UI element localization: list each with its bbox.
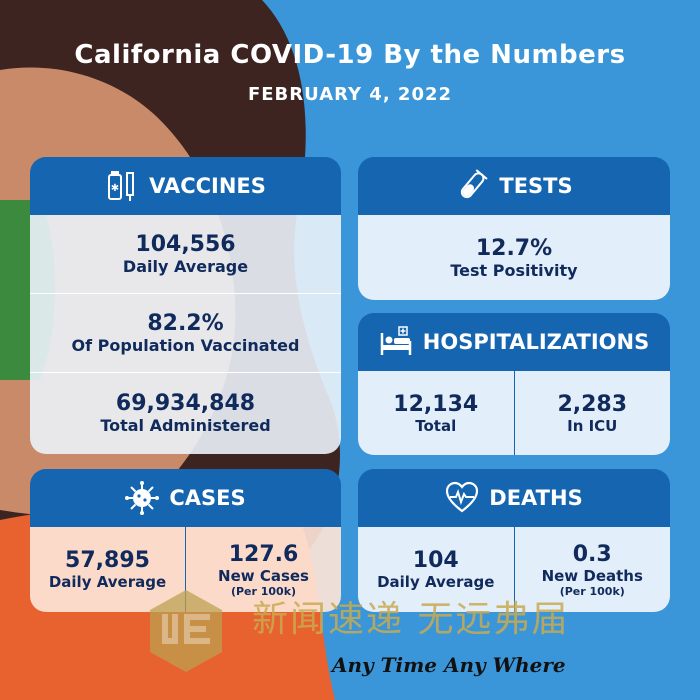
vaccines-daily-value: 104,556 xyxy=(135,232,236,257)
hospitalizations-icu-value: 2,283 xyxy=(557,391,628,417)
vaccines-total-label: Total Administered xyxy=(100,415,271,435)
deaths-new-note: (Per 100k) xyxy=(559,584,625,598)
tests-header: TESTS xyxy=(358,157,670,215)
vaccines-row-percent: 82.2% Of Population Vaccinated xyxy=(30,294,341,373)
vaccines-body: 104,556 Daily Average 82.2% Of Populatio… xyxy=(30,215,341,454)
vaccines-header: ✱ VACCINES xyxy=(30,157,341,215)
deaths-header: DEATHS xyxy=(358,469,670,527)
vaccines-daily-label: Daily Average xyxy=(122,257,249,276)
tests-positivity-label: Test Positivity xyxy=(450,260,578,280)
tests-card: TESTS 12.7% Test Positivity xyxy=(358,157,670,300)
page-title: California COVID-19 By the Numbers xyxy=(74,40,626,70)
vaccines-percent-label: Of Population Vaccinated xyxy=(71,336,300,355)
cases-new-value: 127.6 xyxy=(228,541,299,567)
watermark-logo xyxy=(150,590,222,672)
deaths-daily-value: 104 xyxy=(412,548,459,573)
cases-new: 127.6 New Cases (Per 100k) xyxy=(185,527,341,612)
hospitalizations-header: HOSPITALIZATIONS xyxy=(358,313,670,371)
vaccines-heading: VACCINES xyxy=(149,174,266,198)
vaccine-vial-syringe-icon: ✱ xyxy=(108,171,135,201)
cases-heading: CASES xyxy=(169,486,246,510)
hospitalizations-total: 12,134 Total xyxy=(358,371,514,455)
svg-text:✱: ✱ xyxy=(111,183,119,194)
hospitalizations-total-value: 12,134 xyxy=(393,391,479,417)
cases-new-label: New Cases xyxy=(218,566,309,585)
vaccines-total-value: 69,934,848 xyxy=(115,390,256,416)
cases-header: CASES xyxy=(30,469,341,527)
hospitalizations-body: 12,134 Total 2,283 In ICU xyxy=(358,371,670,455)
virus-icon xyxy=(125,481,160,515)
tests-heading: TESTS xyxy=(499,174,573,198)
test-tube-icon xyxy=(461,169,489,199)
deaths-new-label: New Deaths xyxy=(541,566,643,585)
vaccines-percent-value: 82.2% xyxy=(147,311,224,336)
page-date: FEBRUARY 4, 2022 xyxy=(247,84,453,105)
tests-body: 12.7% Test Positivity xyxy=(358,215,670,300)
deaths-daily: 104 Daily Average xyxy=(358,527,514,612)
vaccines-card: ✱ VACCINES 104,556 Daily Average 82.2% O… xyxy=(30,157,341,454)
cases-new-note: (Per 100k) xyxy=(230,584,297,598)
hospitalizations-card: HOSPITALIZATIONS 12,134 Total 2,283 In I… xyxy=(358,313,670,455)
hospitalizations-total-label: Total xyxy=(415,416,457,435)
deaths-new: 0.3 New Deaths (Per 100k) xyxy=(513,527,671,612)
hospitalizations-icu: 2,283 In ICU xyxy=(513,371,671,455)
cases-daily-value: 57,895 xyxy=(65,548,150,573)
vaccines-row-daily: 104,556 Daily Average xyxy=(30,215,341,294)
deaths-heading: DEATHS xyxy=(489,486,583,510)
hospitalizations-heading: HOSPITALIZATIONS xyxy=(422,330,650,354)
cases-daily-label: Daily Average xyxy=(48,573,167,591)
cases-daily: 57,895 Daily Average xyxy=(30,527,185,612)
watermark-english-text: Any Time Any Where xyxy=(332,653,566,677)
deaths-daily-label: Daily Average xyxy=(377,573,495,591)
hospitalizations-icu-label: In ICU xyxy=(567,416,618,435)
deaths-body: 104 Daily Average 0.3 New Deaths (Per 10… xyxy=(358,527,670,612)
watermark-chinese-text: 新闻速递 无远弗届 xyxy=(252,599,570,640)
vaccines-row-total: 69,934,848 Total Administered xyxy=(30,373,341,452)
deaths-card: DEATHS 104 Daily Average 0.3 New Deaths … xyxy=(358,469,670,612)
heart-pulse-icon xyxy=(446,481,479,513)
hospital-bed-icon xyxy=(380,326,412,355)
deaths-new-value: 0.3 xyxy=(572,541,612,567)
tests-positivity-value: 12.7% xyxy=(475,235,553,261)
